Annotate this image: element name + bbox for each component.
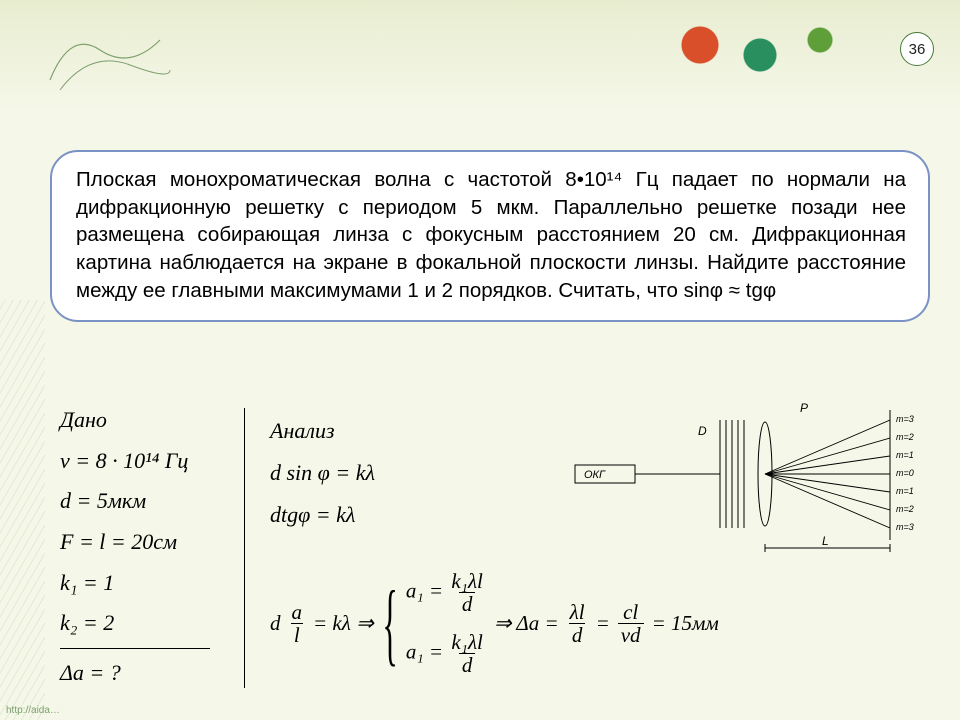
a1-top-frac: k₁λl d (448, 570, 486, 615)
r2-den: νd (618, 623, 644, 646)
given-block: Дано ν = 8 · 10¹⁴ Гц d = 5мкм F = l = 20… (60, 400, 235, 694)
diag-label-okg: ОКГ (584, 469, 606, 481)
given-title: Дано (60, 400, 235, 441)
a1-top-num: k₁λl (448, 570, 486, 592)
svg-text:m=2: m=2 (896, 504, 914, 514)
deriv-arrow: ⇒ Δa = (494, 611, 559, 636)
svg-text:m=1: m=1 (896, 450, 914, 460)
optics-diagram: ОКГ D P m=3 m=2 m=1 m=0 (570, 400, 940, 555)
diag-grating (720, 420, 744, 528)
svg-text:m=1: m=1 (896, 486, 914, 496)
a1-bot-num: k₁λl (448, 631, 486, 653)
svg-text:m=3: m=3 (896, 414, 914, 424)
watermark: http://aida… (6, 705, 60, 716)
derivation-row: d a l = kλ ⇒ { a₁ = k₁λl d a₁ = k₁λl d (270, 570, 940, 676)
analysis-block: Анализ d sin φ = kλ dtgφ = kλ (270, 410, 490, 535)
a1-bot: a₁ = k₁λl d (406, 631, 486, 676)
given-d: d = 5мкм (60, 481, 235, 522)
left-grass-ornament (0, 300, 45, 720)
svg-text:m=3: m=3 (896, 522, 914, 532)
brace-stack: a₁ = k₁λl d a₁ = k₁λl d (406, 570, 486, 676)
given-vline (244, 408, 245, 688)
diag-rays (765, 420, 890, 528)
problem-statement-box: Плоская монохроматическая волна с частот… (50, 150, 930, 322)
a1-bot-frac: k₁λl d (448, 631, 486, 676)
given-nu: ν = 8 · 10¹⁴ Гц (60, 441, 235, 482)
svg-text:m=0: m=0 (896, 468, 914, 478)
r2-frac: cl νd (618, 601, 644, 646)
svg-text:m=2: m=2 (896, 432, 914, 442)
diag-label-L: L (822, 534, 829, 548)
diag-order-labels: m=3 m=2 m=1 m=0 m=1 m=2 m=3 (896, 414, 914, 532)
left-brace: { (382, 583, 397, 663)
a1-label: a₁ = (406, 578, 443, 602)
given-k2: k₂ = 2 (60, 603, 235, 644)
diag-label-D: D (698, 424, 707, 438)
page-number: 36 (909, 41, 926, 58)
r1-num: λl (567, 601, 588, 623)
r1-den: d (569, 623, 586, 646)
diag-label-P: P (800, 401, 808, 415)
deriv-result: = 15мм (652, 611, 719, 636)
frac-num: a (289, 601, 306, 623)
swirl-ornament (40, 10, 180, 100)
given-F: F = l = 20см (60, 522, 235, 563)
frac-den: l (291, 623, 303, 646)
page-number-badge: 36 (900, 32, 934, 66)
a1-bot-den: d (459, 653, 476, 676)
problem-text: Плоская монохроматическая волна с частот… (76, 168, 906, 302)
a2-label: a₁ = (406, 639, 443, 663)
solution-area: Дано ν = 8 · 10¹⁴ Гц d = 5мкм F = l = 20… (60, 400, 940, 710)
deriv-d: d (270, 611, 281, 636)
a1-top: a₁ = k₁λl d (406, 570, 486, 615)
given-find: Δa = ? (60, 653, 235, 694)
analysis-eq2: dtgφ = kλ (270, 494, 490, 536)
analysis-title: Анализ (270, 410, 490, 452)
analysis-eq1: d sin φ = kλ (270, 452, 490, 494)
given-divider (60, 648, 210, 649)
r1-frac: λl d (567, 601, 588, 646)
deriv-eq: = (596, 611, 610, 636)
frac-a-over-l: a l (289, 601, 306, 646)
r2-num: cl (620, 601, 641, 623)
a1-top-den: d (459, 592, 476, 615)
deriv-eqkl: = kλ ⇒ (313, 611, 374, 636)
given-k1: k₁ = 1 (60, 563, 235, 604)
